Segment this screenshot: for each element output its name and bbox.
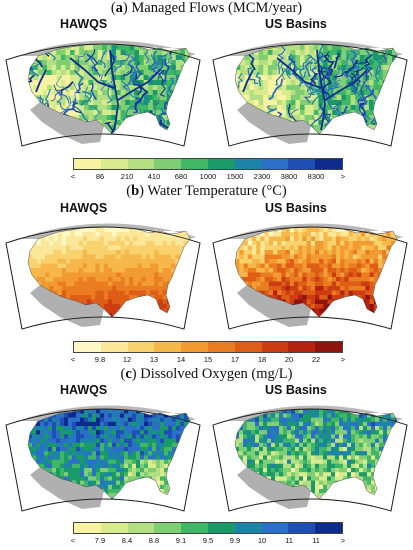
panel-a-title: (a) Managed Flows (MCM/year) <box>110 0 303 16</box>
colorbar-tick-label: 12 <box>122 355 132 364</box>
colorbar-swatch <box>315 159 342 169</box>
colorbar-tick-label: 10 <box>257 536 267 545</box>
colorbar-tick-label: 1000 <box>199 172 217 181</box>
colorbar-tick-label: 20 <box>284 355 294 364</box>
panel-b-left-map <box>5 223 201 330</box>
panel-a-colorbar <box>73 158 343 170</box>
panel-c-colorbar-ticks: <7.9 8.4 8.8 9.1 9.5 9.9 10 11 11 > <box>66 536 350 548</box>
colorbar-swatch <box>234 342 262 352</box>
panel-b-right-label: US Basins <box>265 201 327 215</box>
colorbar-swatch <box>288 159 316 169</box>
panel-b-colorbar <box>73 341 343 353</box>
colorbar-swatch <box>261 342 289 352</box>
colorbar-swatch <box>100 342 128 352</box>
colorbar-swatch <box>207 523 235 533</box>
colorbar-swatch <box>154 523 182 533</box>
colorbar-tick-label: 86 <box>95 172 105 181</box>
panel-b-title: (b) Water Temperature (°C) <box>126 183 287 199</box>
colorbar-swatch <box>261 159 289 169</box>
colorbar-swatch <box>288 523 316 533</box>
colorbar-tick-label: 9.5 <box>202 536 214 545</box>
colorbar-tick-label: 18 <box>257 355 267 364</box>
colorbar-tick-label: < <box>70 355 76 364</box>
panel-b-left-label: HAWQS <box>60 201 108 215</box>
panel-a-colorbar-ticks: <86 210 410 680 1000 1500 2300 3800 8300 > <box>66 172 350 184</box>
panel-c-left-map <box>5 405 201 512</box>
colorbar-tick-label: > <box>340 536 346 545</box>
colorbar-tick-label: 9.8 <box>94 355 106 364</box>
colorbar-swatch <box>234 523 262 533</box>
colorbar-swatch <box>234 159 262 169</box>
panel-a-left-label: HAWQS <box>60 17 108 31</box>
colorbar-tick-label: 680 <box>174 172 188 181</box>
colorbar-swatch <box>74 159 101 169</box>
colorbar-swatch <box>127 159 155 169</box>
colorbar-swatch <box>288 342 316 352</box>
colorbar-swatch <box>207 342 235 352</box>
colorbar-swatch <box>315 523 342 533</box>
panel-a-left-map <box>5 40 201 147</box>
panel-c-title: (c) Dissolved Oxygen (mg/L) <box>120 366 293 382</box>
panel-c-left-label: HAWQS <box>60 383 108 397</box>
colorbar-tick-label: 14 <box>176 355 186 364</box>
colorbar-tick-label: 9.1 <box>175 536 187 545</box>
panel-a-right-map <box>212 40 408 147</box>
colorbar-tick-label: > <box>340 355 346 364</box>
colorbar-tick-label: 9.9 <box>229 536 241 545</box>
panel-c-colorbar <box>73 522 343 534</box>
colorbar-swatch <box>100 523 128 533</box>
panel-c-right-label: US Basins <box>265 383 327 397</box>
colorbar-tick-label: 15 <box>203 355 213 364</box>
colorbar-swatch <box>154 342 182 352</box>
colorbar-tick-label: 410 <box>147 172 161 181</box>
colorbar-tick-label: 11 <box>285 536 293 545</box>
panel-b-colorbar-ticks: <9.8 12 13 14 15 17 18 20 22 > <box>66 355 350 367</box>
colorbar-tick-label: 8.8 <box>148 536 160 545</box>
colorbar-tick-label: 22 <box>311 355 321 364</box>
colorbar-tick-label: 1500 <box>226 172 244 181</box>
panel-a-right-label: US Basins <box>265 17 327 31</box>
colorbar-tick-label: > <box>340 172 346 181</box>
colorbar-tick-label: 3800 <box>280 172 298 181</box>
colorbar-tick-label: 11 <box>312 536 320 545</box>
colorbar-tick-label: 17 <box>230 355 240 364</box>
colorbar-tick-label: < <box>70 172 76 181</box>
colorbar-swatch <box>74 342 101 352</box>
colorbar-tick-label: 2300 <box>253 172 271 181</box>
colorbar-tick-label: 8.4 <box>121 536 133 545</box>
colorbar-swatch <box>100 159 128 169</box>
colorbar-tick-label: 13 <box>149 355 159 364</box>
colorbar-tick-label: 8300 <box>307 172 325 181</box>
colorbar-swatch <box>127 523 155 533</box>
panel-c-right-map <box>212 405 408 512</box>
colorbar-tick-label: 210 <box>120 172 134 181</box>
colorbar-swatch <box>261 523 289 533</box>
colorbar-swatch <box>315 342 342 352</box>
colorbar-swatch <box>154 159 182 169</box>
colorbar-swatch <box>181 159 208 169</box>
colorbar-swatch <box>127 342 155 352</box>
colorbar-tick-label: 7.9 <box>94 536 106 545</box>
colorbar-swatch <box>207 159 235 169</box>
colorbar-tick-label: < <box>70 536 76 545</box>
colorbar-swatch <box>181 342 208 352</box>
colorbar-swatch <box>181 523 208 533</box>
colorbar-swatch <box>74 523 101 533</box>
panel-b-right-map <box>212 223 408 330</box>
